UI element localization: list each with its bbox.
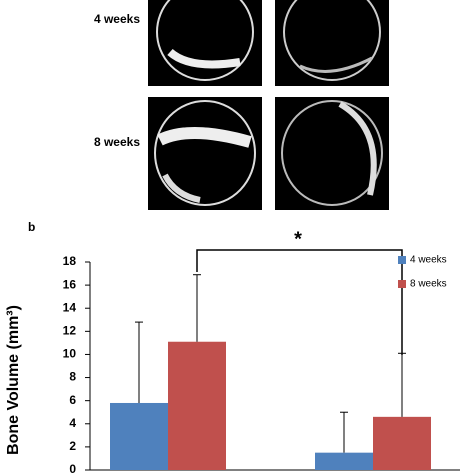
- y-tick-label: 18: [63, 254, 77, 268]
- y-tick-label: 16: [63, 277, 77, 291]
- y-tick-label: 10: [63, 347, 77, 361]
- y-tick-label: 4: [69, 416, 76, 430]
- y-tick-label: 6: [69, 393, 76, 407]
- y-tick-label: 2: [69, 439, 76, 453]
- row-label: 4 weeks: [94, 12, 140, 26]
- legend-swatch: [398, 280, 406, 288]
- legend-label: 4 weeks: [410, 255, 447, 266]
- y-tick-label: 8: [69, 370, 76, 384]
- legend-swatch: [398, 256, 406, 264]
- y-tick-label: 12: [63, 324, 77, 338]
- legend-label: 8 weeks: [410, 279, 447, 290]
- panel-label: b: [28, 220, 35, 234]
- y-axis-label: Bone Volume (mm³): [5, 305, 22, 455]
- bar: [168, 341, 226, 470]
- bar: [315, 452, 373, 470]
- ct-images: [148, 0, 389, 210]
- row-label: 8 weeks: [94, 135, 140, 149]
- y-tick-label: 14: [63, 300, 77, 314]
- annotation: *: [294, 228, 302, 250]
- bar: [373, 416, 431, 470]
- bar: [110, 402, 168, 470]
- y-tick-label: 0: [69, 462, 76, 474]
- significance-bracket: [196, 249, 403, 355]
